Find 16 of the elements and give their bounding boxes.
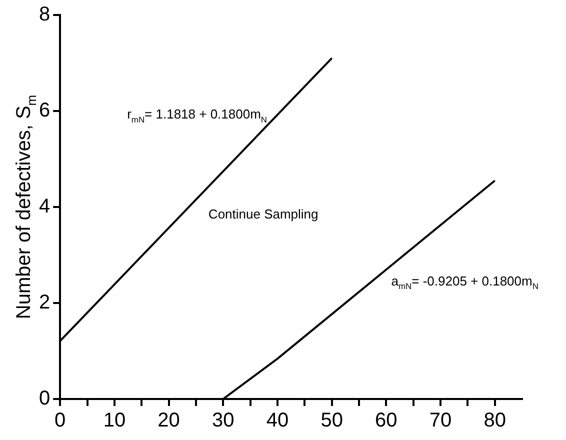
y-tick-label: 0 (39, 388, 50, 410)
x-tick-label: 30 (212, 410, 234, 432)
x-tick-label: 10 (103, 410, 126, 432)
y-tick-label: 8 (39, 4, 50, 26)
y-tick-label: 2 (39, 292, 50, 314)
x-tick-label: 60 (375, 410, 398, 432)
x-tick-label: 0 (54, 410, 66, 432)
x-tick-label: 70 (429, 410, 452, 432)
x-tick-label: 40 (266, 410, 289, 432)
x-tick-label: 50 (320, 410, 343, 432)
y-tick-label: 6 (39, 100, 50, 122)
y-axis-title: Number of defectives, Sm (13, 94, 39, 320)
annotation: Continue Sampling (208, 206, 318, 222)
y-tick-label: 4 (39, 196, 50, 218)
x-tick-label: 80 (484, 410, 506, 432)
x-tick-label: 20 (158, 410, 180, 432)
